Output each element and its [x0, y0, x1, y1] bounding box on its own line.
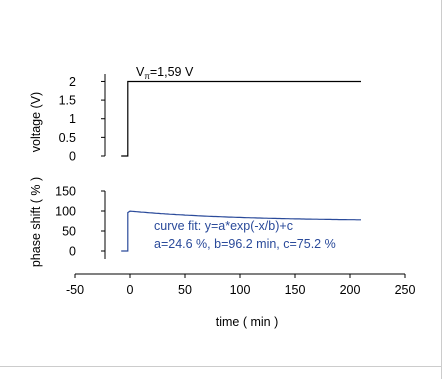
phase-y-tick-label: 150: [55, 185, 76, 199]
voltage-y-tick-labels: 0 0.5 1 1.5 2: [59, 75, 76, 164]
voltage-y-tick-label: 0.5: [59, 131, 76, 145]
x-tick-label: 250: [395, 283, 416, 297]
x-tick-label: 200: [340, 283, 361, 297]
x-tick-label: 0: [127, 283, 134, 297]
phase-y-tick-label: 100: [55, 205, 76, 219]
x-axis-label: time ( min ): [216, 315, 279, 329]
fit-annotation-line-2: a=24.6 %, b=96.2 min, c=75.2 %: [154, 237, 336, 251]
voltage-panel: 0 0.5 1 1.5 2 voltage (V): [29, 74, 361, 164]
phase-y-axis: [101, 190, 106, 259]
phase-y-tick-label: 0: [69, 245, 76, 259]
x-tick-labels: -50 0 50 100 150 200 250: [66, 283, 416, 297]
voltage-y-tick-label: 1: [69, 112, 76, 126]
phase-series: [121, 210, 361, 252]
voltage-series-line: [121, 80, 361, 157]
voltage-y-tick-label: 1.5: [59, 94, 76, 108]
x-tick-label: 150: [285, 283, 306, 297]
phase-y-tick-label: 50: [62, 225, 76, 239]
phase-series-line: [121, 210, 361, 252]
voltage-series: [121, 80, 361, 157]
voltage-y-tick-label: 0: [69, 150, 76, 164]
voltage-y-axis-label: voltage (V): [29, 92, 43, 152]
phase-panel: 0 50 100 150 phase shift ( % ) curve fit: y…: [29, 177, 361, 267]
phase-y-axis-label: phase shift ( % ): [29, 177, 43, 267]
fit-annotation-line-1: curve fit: y=a*exp(-x/b)+c: [154, 219, 293, 233]
v-pi-annotation: Vπ=1,59 V: [136, 65, 194, 81]
x-tick-label: 50: [178, 283, 192, 297]
phase-y-tick-labels: 0 50 100 150: [55, 185, 76, 259]
voltage-y-tick-label: 2: [69, 75, 76, 89]
x-tick-label: -50: [66, 283, 84, 297]
x-tick-label: 100: [230, 283, 251, 297]
x-axis: [74, 273, 406, 278]
voltage-y-axis: [101, 74, 106, 157]
